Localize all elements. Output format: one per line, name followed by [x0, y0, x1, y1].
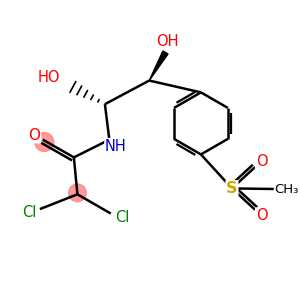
- Text: NH: NH: [105, 139, 127, 154]
- Text: OH: OH: [156, 34, 178, 49]
- Text: Cl: Cl: [115, 210, 129, 225]
- Text: S: S: [226, 181, 238, 196]
- Circle shape: [35, 133, 54, 152]
- Text: HO: HO: [38, 70, 61, 85]
- Text: Cl: Cl: [22, 205, 37, 220]
- Circle shape: [69, 184, 86, 202]
- Text: CH₃: CH₃: [274, 182, 299, 196]
- Polygon shape: [149, 51, 168, 81]
- Text: O: O: [28, 128, 40, 143]
- Text: O: O: [256, 154, 267, 169]
- Text: O: O: [256, 208, 267, 223]
